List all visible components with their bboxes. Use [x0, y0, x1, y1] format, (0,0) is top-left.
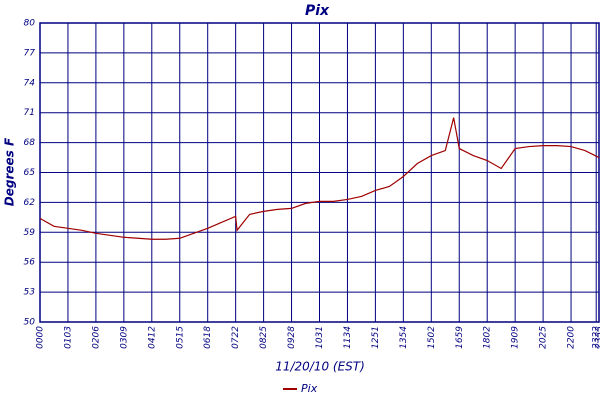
x-tick-label: 1354: [399, 326, 409, 349]
x-tick-label: 2333: [595, 326, 600, 349]
plot-frame: [39, 22, 600, 323]
y-axis-label: Degrees F: [3, 137, 17, 206]
x-tick-label: 0825: [259, 326, 269, 349]
x-tick-label: 1802: [483, 326, 493, 349]
x-tick-label: 2025: [539, 326, 549, 349]
legend-label: Pix: [301, 382, 318, 395]
y-tick-label: 68: [24, 138, 36, 148]
data-line: [39, 117, 600, 240]
x-tick-label: 0618: [203, 326, 213, 349]
y-tick-label: 80: [24, 19, 36, 29]
y-tick-label: 77: [24, 48, 36, 58]
x-tick-label: 0000: [36, 326, 46, 349]
y-tick-label: 59: [24, 228, 36, 238]
x-tick-label: 1909: [511, 326, 521, 349]
y-tick-label: 74: [24, 78, 36, 88]
x-tick-label: 0103: [63, 326, 73, 349]
x-tick-label: 1659: [455, 326, 465, 349]
x-tick-label: 0515: [175, 326, 185, 349]
x-tick-label: 0928: [287, 326, 297, 349]
x-tick-label: 1031: [315, 326, 325, 349]
x-tick-label: 0206: [91, 326, 101, 349]
y-tick-label: 53: [24, 288, 36, 298]
y-tick-label: 50: [24, 318, 36, 328]
y-tick-label: 56: [24, 258, 36, 268]
x-tick-label: 1251: [371, 326, 381, 349]
x-tick-label: 2322: [592, 326, 600, 349]
x-tick-label: 0412: [147, 326, 157, 349]
x-axis-label: 11/20/10 (EST): [275, 360, 365, 374]
y-tick-label: 62: [24, 198, 36, 208]
x-tick-label: 0722: [231, 326, 241, 349]
x-tick-label: 0309: [119, 326, 129, 349]
x-tick-label: 2200: [567, 326, 577, 349]
x-tick-label: 1134: [343, 326, 353, 349]
y-tick-label: 71: [24, 108, 35, 118]
x-tick-label: 1502: [427, 326, 437, 349]
chart-title: Pix: [305, 3, 330, 19]
y-tick-label: 65: [24, 168, 36, 178]
